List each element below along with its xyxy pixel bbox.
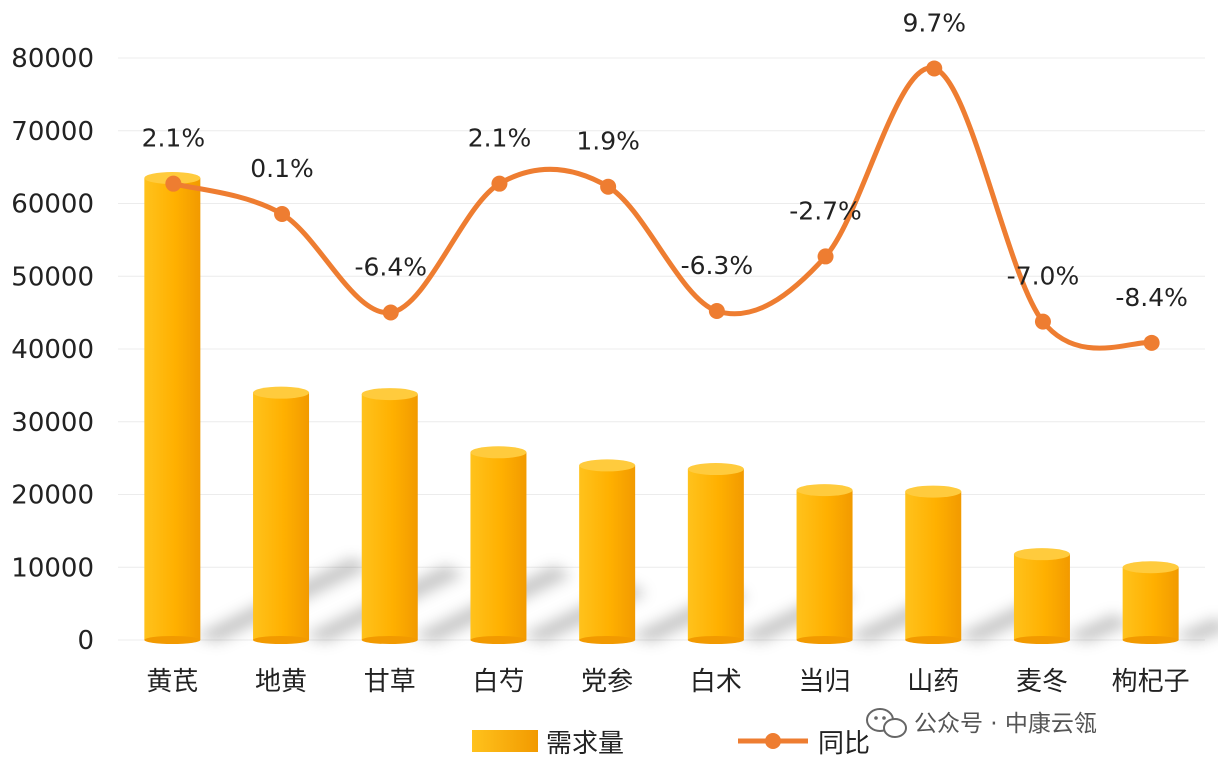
bar-base xyxy=(470,636,527,644)
y-tick-label: 0 xyxy=(77,626,94,656)
y-tick-label: 20000 xyxy=(11,481,94,511)
yoy-data-label: -7.0% xyxy=(1007,262,1080,291)
bar xyxy=(687,463,744,644)
x-tick-label: 白术 xyxy=(690,667,742,697)
bar-body xyxy=(579,465,636,640)
bar-cap xyxy=(905,485,962,498)
bar xyxy=(1013,548,1070,644)
yoy-data-label: 0.1% xyxy=(250,154,314,183)
y-tick-label: 10000 xyxy=(11,553,94,583)
y-tick-label: 60000 xyxy=(11,190,94,220)
x-tick-label: 麦冬 xyxy=(1016,667,1068,697)
x-tick-label: 枸杞子 xyxy=(1112,667,1190,697)
yoy-point xyxy=(926,60,943,77)
yoy-point xyxy=(274,205,291,222)
yoy-point xyxy=(382,304,399,321)
x-tick-label: 山药 xyxy=(907,667,959,697)
bar-cap xyxy=(1122,561,1179,574)
bar-base xyxy=(253,636,310,644)
bar-cap xyxy=(470,446,527,459)
yoy-point xyxy=(817,248,834,265)
legend-line-marker xyxy=(765,733,781,749)
bar xyxy=(905,485,962,644)
yoy-data-label: 9.7% xyxy=(902,8,966,37)
bar-body xyxy=(144,178,201,640)
y-tick-label: 50000 xyxy=(11,262,94,292)
legend-bar-swatch xyxy=(472,730,538,752)
y-tick-label: 80000 xyxy=(11,44,94,74)
legend-line-label: 同比 xyxy=(818,729,870,759)
yoy-point xyxy=(1034,313,1051,330)
bar-base xyxy=(1013,636,1070,644)
yoy-point xyxy=(491,175,508,192)
bar-cap xyxy=(253,386,310,399)
yoy-line-path xyxy=(172,65,1153,351)
x-tick-label: 党参 xyxy=(581,667,633,697)
bar-body xyxy=(905,491,962,640)
bar-base xyxy=(687,636,744,644)
yoy-data-label: 2.1% xyxy=(468,124,532,153)
bar-body xyxy=(361,394,418,640)
x-tick-label: 当归 xyxy=(799,667,851,697)
watermark: 公众号 · 中康云瓴 xyxy=(866,708,1097,738)
yoy-point xyxy=(600,178,617,195)
wechat-icon xyxy=(866,708,907,738)
bar-cap xyxy=(1013,548,1070,561)
x-tick-label: 甘草 xyxy=(364,667,416,697)
yoy-data-label: -2.7% xyxy=(789,196,862,225)
yoy-data-label: 1.9% xyxy=(576,127,640,156)
bar-shadow xyxy=(1063,614,1132,642)
x-tick-label: 白芍 xyxy=(472,667,524,697)
bar-body xyxy=(1122,567,1179,640)
bar-shadow xyxy=(1172,617,1218,642)
watermark-text: 公众号 · 中康云瓴 xyxy=(914,711,1097,737)
bar xyxy=(579,459,636,644)
bar-base xyxy=(579,636,636,644)
yoy-point xyxy=(165,175,182,192)
y-tick-label: 70000 xyxy=(11,117,94,147)
y-axis: 0 10000 20000 30000 40000 50000 60000 70000 8000… xyxy=(11,44,94,656)
yoy-data-label: 2.1% xyxy=(142,124,206,153)
bar-body xyxy=(1013,554,1070,640)
bar xyxy=(1122,561,1179,644)
bar-base xyxy=(1122,636,1179,644)
bar-cap xyxy=(361,388,418,401)
y-tick-label: 40000 xyxy=(11,335,94,365)
yoy-data-label: -6.4% xyxy=(354,253,427,282)
bars xyxy=(144,172,1179,644)
bar-body xyxy=(687,469,744,640)
bar-base xyxy=(144,636,201,644)
bar xyxy=(144,172,201,644)
x-tick-label: 地黄 xyxy=(255,667,307,697)
yoy-point xyxy=(1143,334,1160,351)
bar-cap xyxy=(687,463,744,476)
x-axis: 黄芪 地黄 甘草 白芍 党参 白术 当归 山药 麦冬 枸杞子 xyxy=(146,667,1189,697)
y-tick-label: 30000 xyxy=(11,408,94,438)
yoy-line: 2.1% 0.1% -6.4% 2.1% 1.9% -6.3% -2.7% 9.7% -7.0%… xyxy=(142,8,1188,351)
yoy-data-label: -6.3% xyxy=(681,251,754,280)
bar xyxy=(253,386,310,644)
bar-cap xyxy=(579,459,636,472)
bar-body xyxy=(470,452,527,640)
bar-base xyxy=(796,636,853,644)
bar-body xyxy=(253,392,310,640)
legend-bar-label: 需求量 xyxy=(546,729,624,759)
bar xyxy=(361,388,418,644)
bar-base xyxy=(361,636,418,644)
bar-base xyxy=(905,636,962,644)
bar xyxy=(470,446,527,644)
x-tick-label: 黄芪 xyxy=(146,667,198,697)
bar-cap xyxy=(796,484,853,497)
yoy-data-label: -8.4% xyxy=(1115,283,1188,312)
legend: 需求量 同比 xyxy=(472,729,870,759)
bar-body xyxy=(796,490,853,640)
bar xyxy=(796,484,853,644)
yoy-point xyxy=(708,303,725,320)
